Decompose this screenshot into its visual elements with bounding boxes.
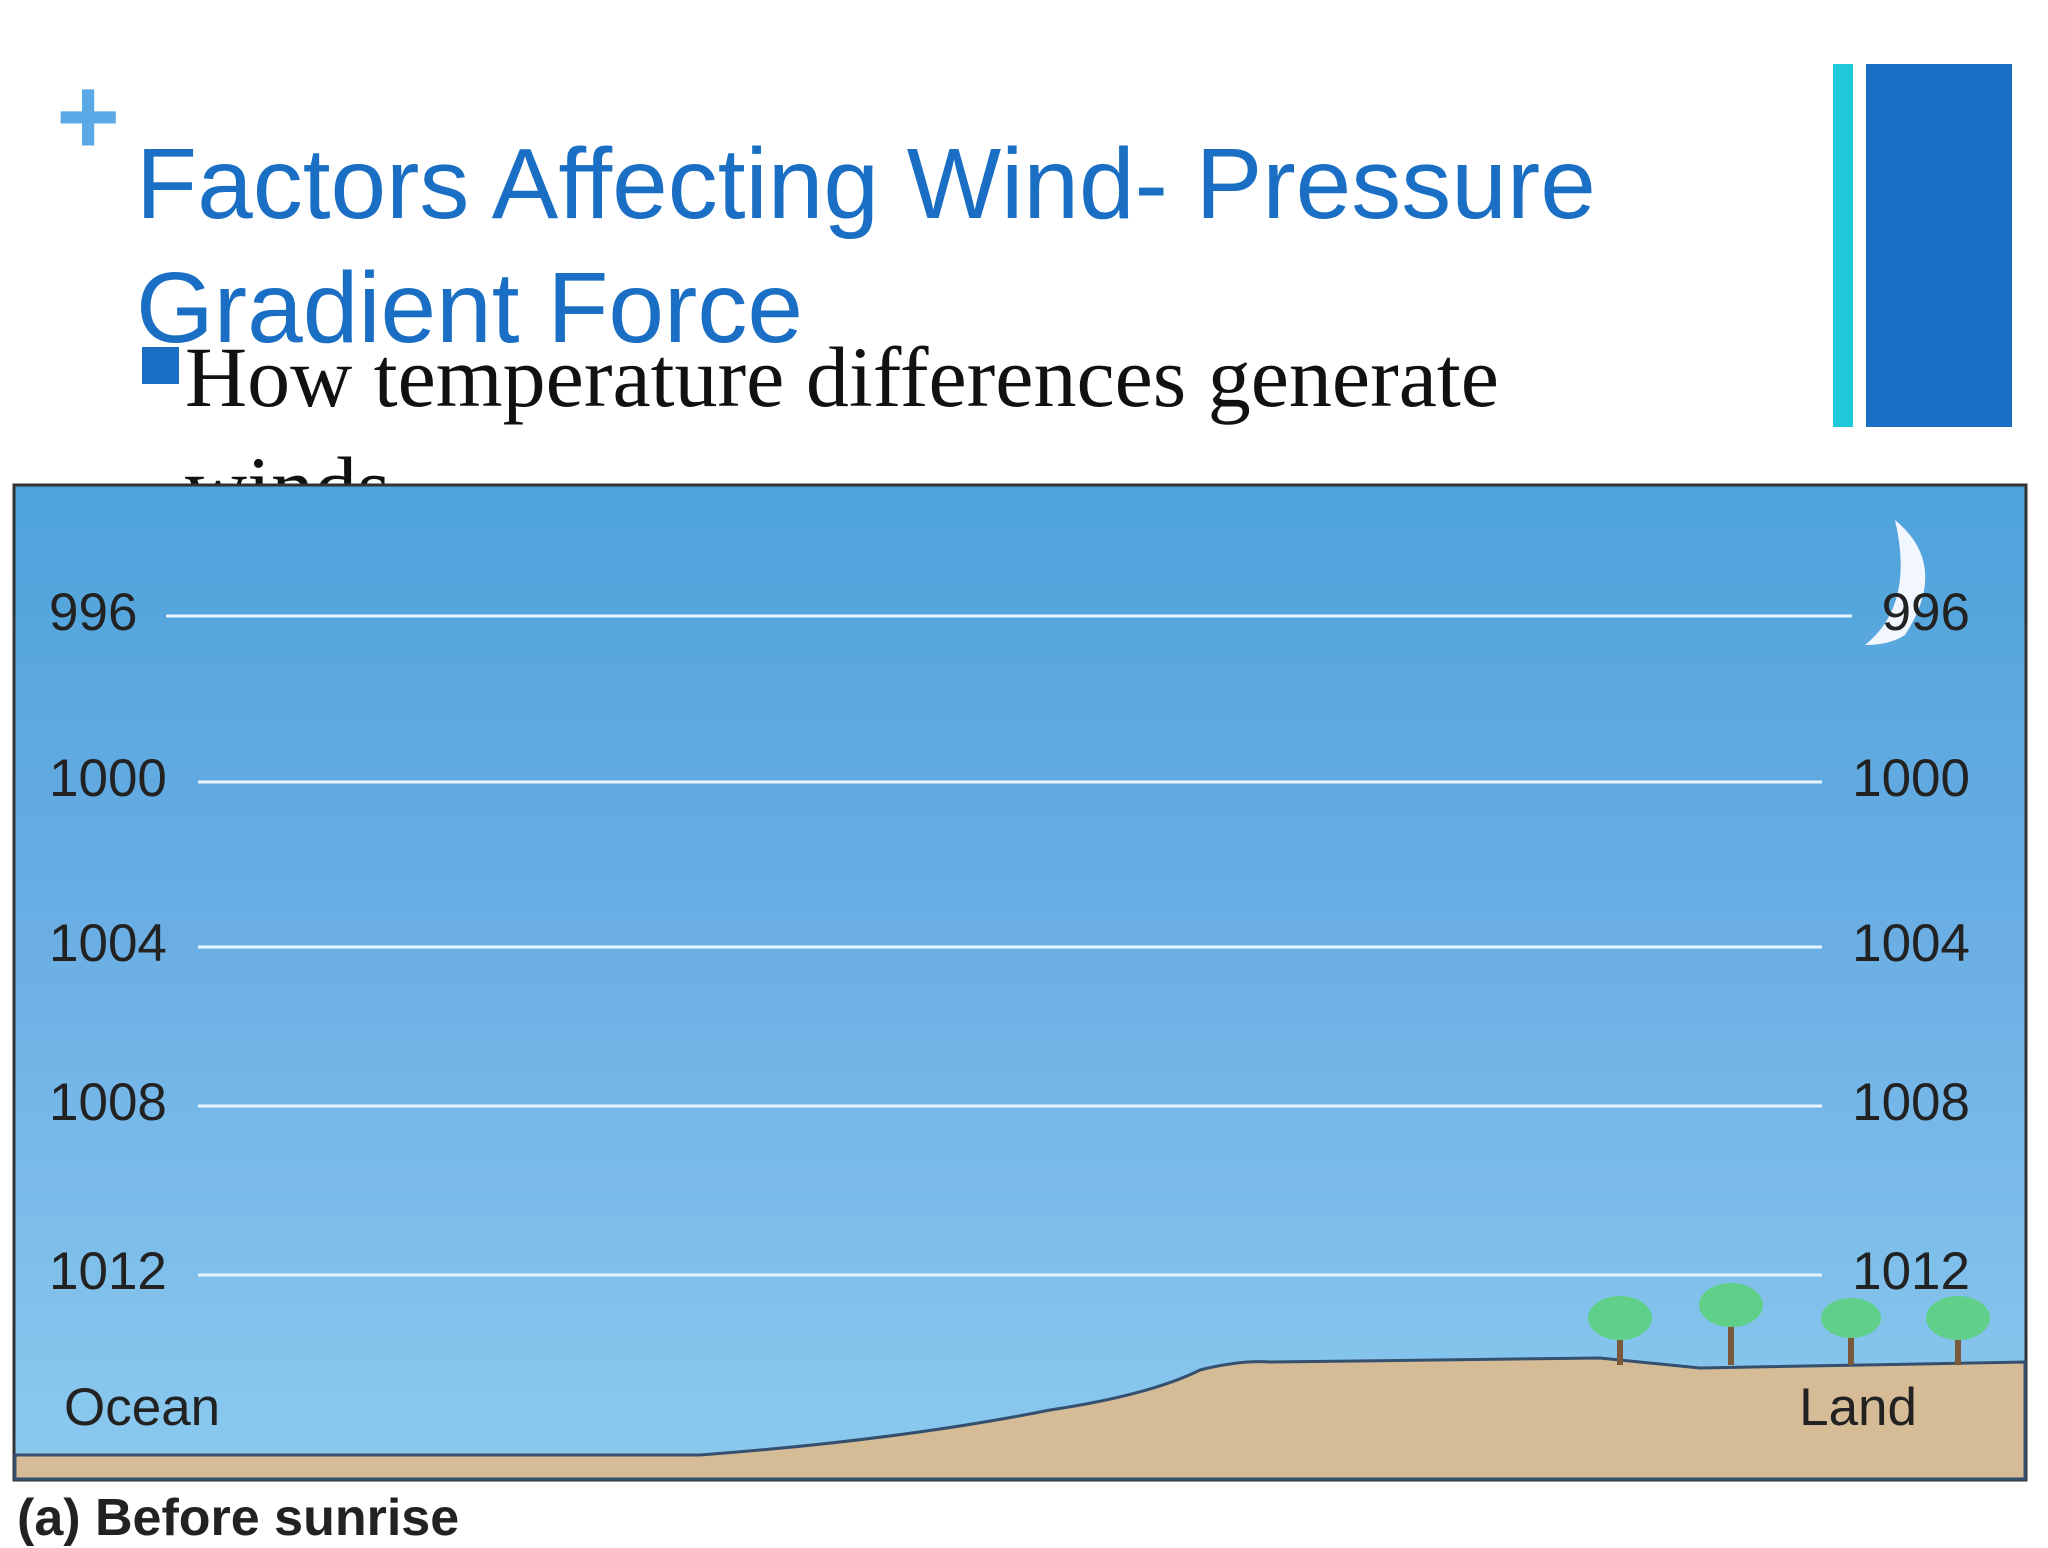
isobar-label: 1008 (1852, 1073, 1970, 1132)
bullet-marker (142, 347, 179, 384)
caption: (a) Before sunrise (17, 1489, 460, 1547)
accent-bar (1866, 64, 2012, 427)
isobar-label: 1004 (49, 914, 167, 973)
isobar-label: 1000 (1852, 749, 1970, 808)
trees (1588, 1283, 1990, 1365)
sky (12, 483, 2028, 1482)
isobar-label: 1012 (49, 1242, 167, 1301)
isobar-label: 1000 (49, 749, 167, 808)
isobar-label: 1008 (49, 1073, 167, 1132)
accent-bar (1833, 64, 1853, 427)
diagram: Ocean Land 996 996 1000 1000 1004 1004 1008 100… (12, 483, 2028, 1482)
isobar-label: 996 (1882, 583, 1970, 642)
ocean-label: Ocean (64, 1378, 220, 1437)
moon (1865, 520, 1926, 645)
ground (13, 1356, 2027, 1481)
isobar-label: 1004 (1852, 914, 1970, 973)
plus-icon: + (56, 55, 121, 178)
land-label: Land (1799, 1378, 1917, 1437)
slide-title: Factors Affecting Wind- Pressure Gradien… (136, 128, 1596, 364)
isobar-label: 1012 (1852, 1242, 1970, 1301)
isobar-label: 996 (49, 583, 137, 642)
